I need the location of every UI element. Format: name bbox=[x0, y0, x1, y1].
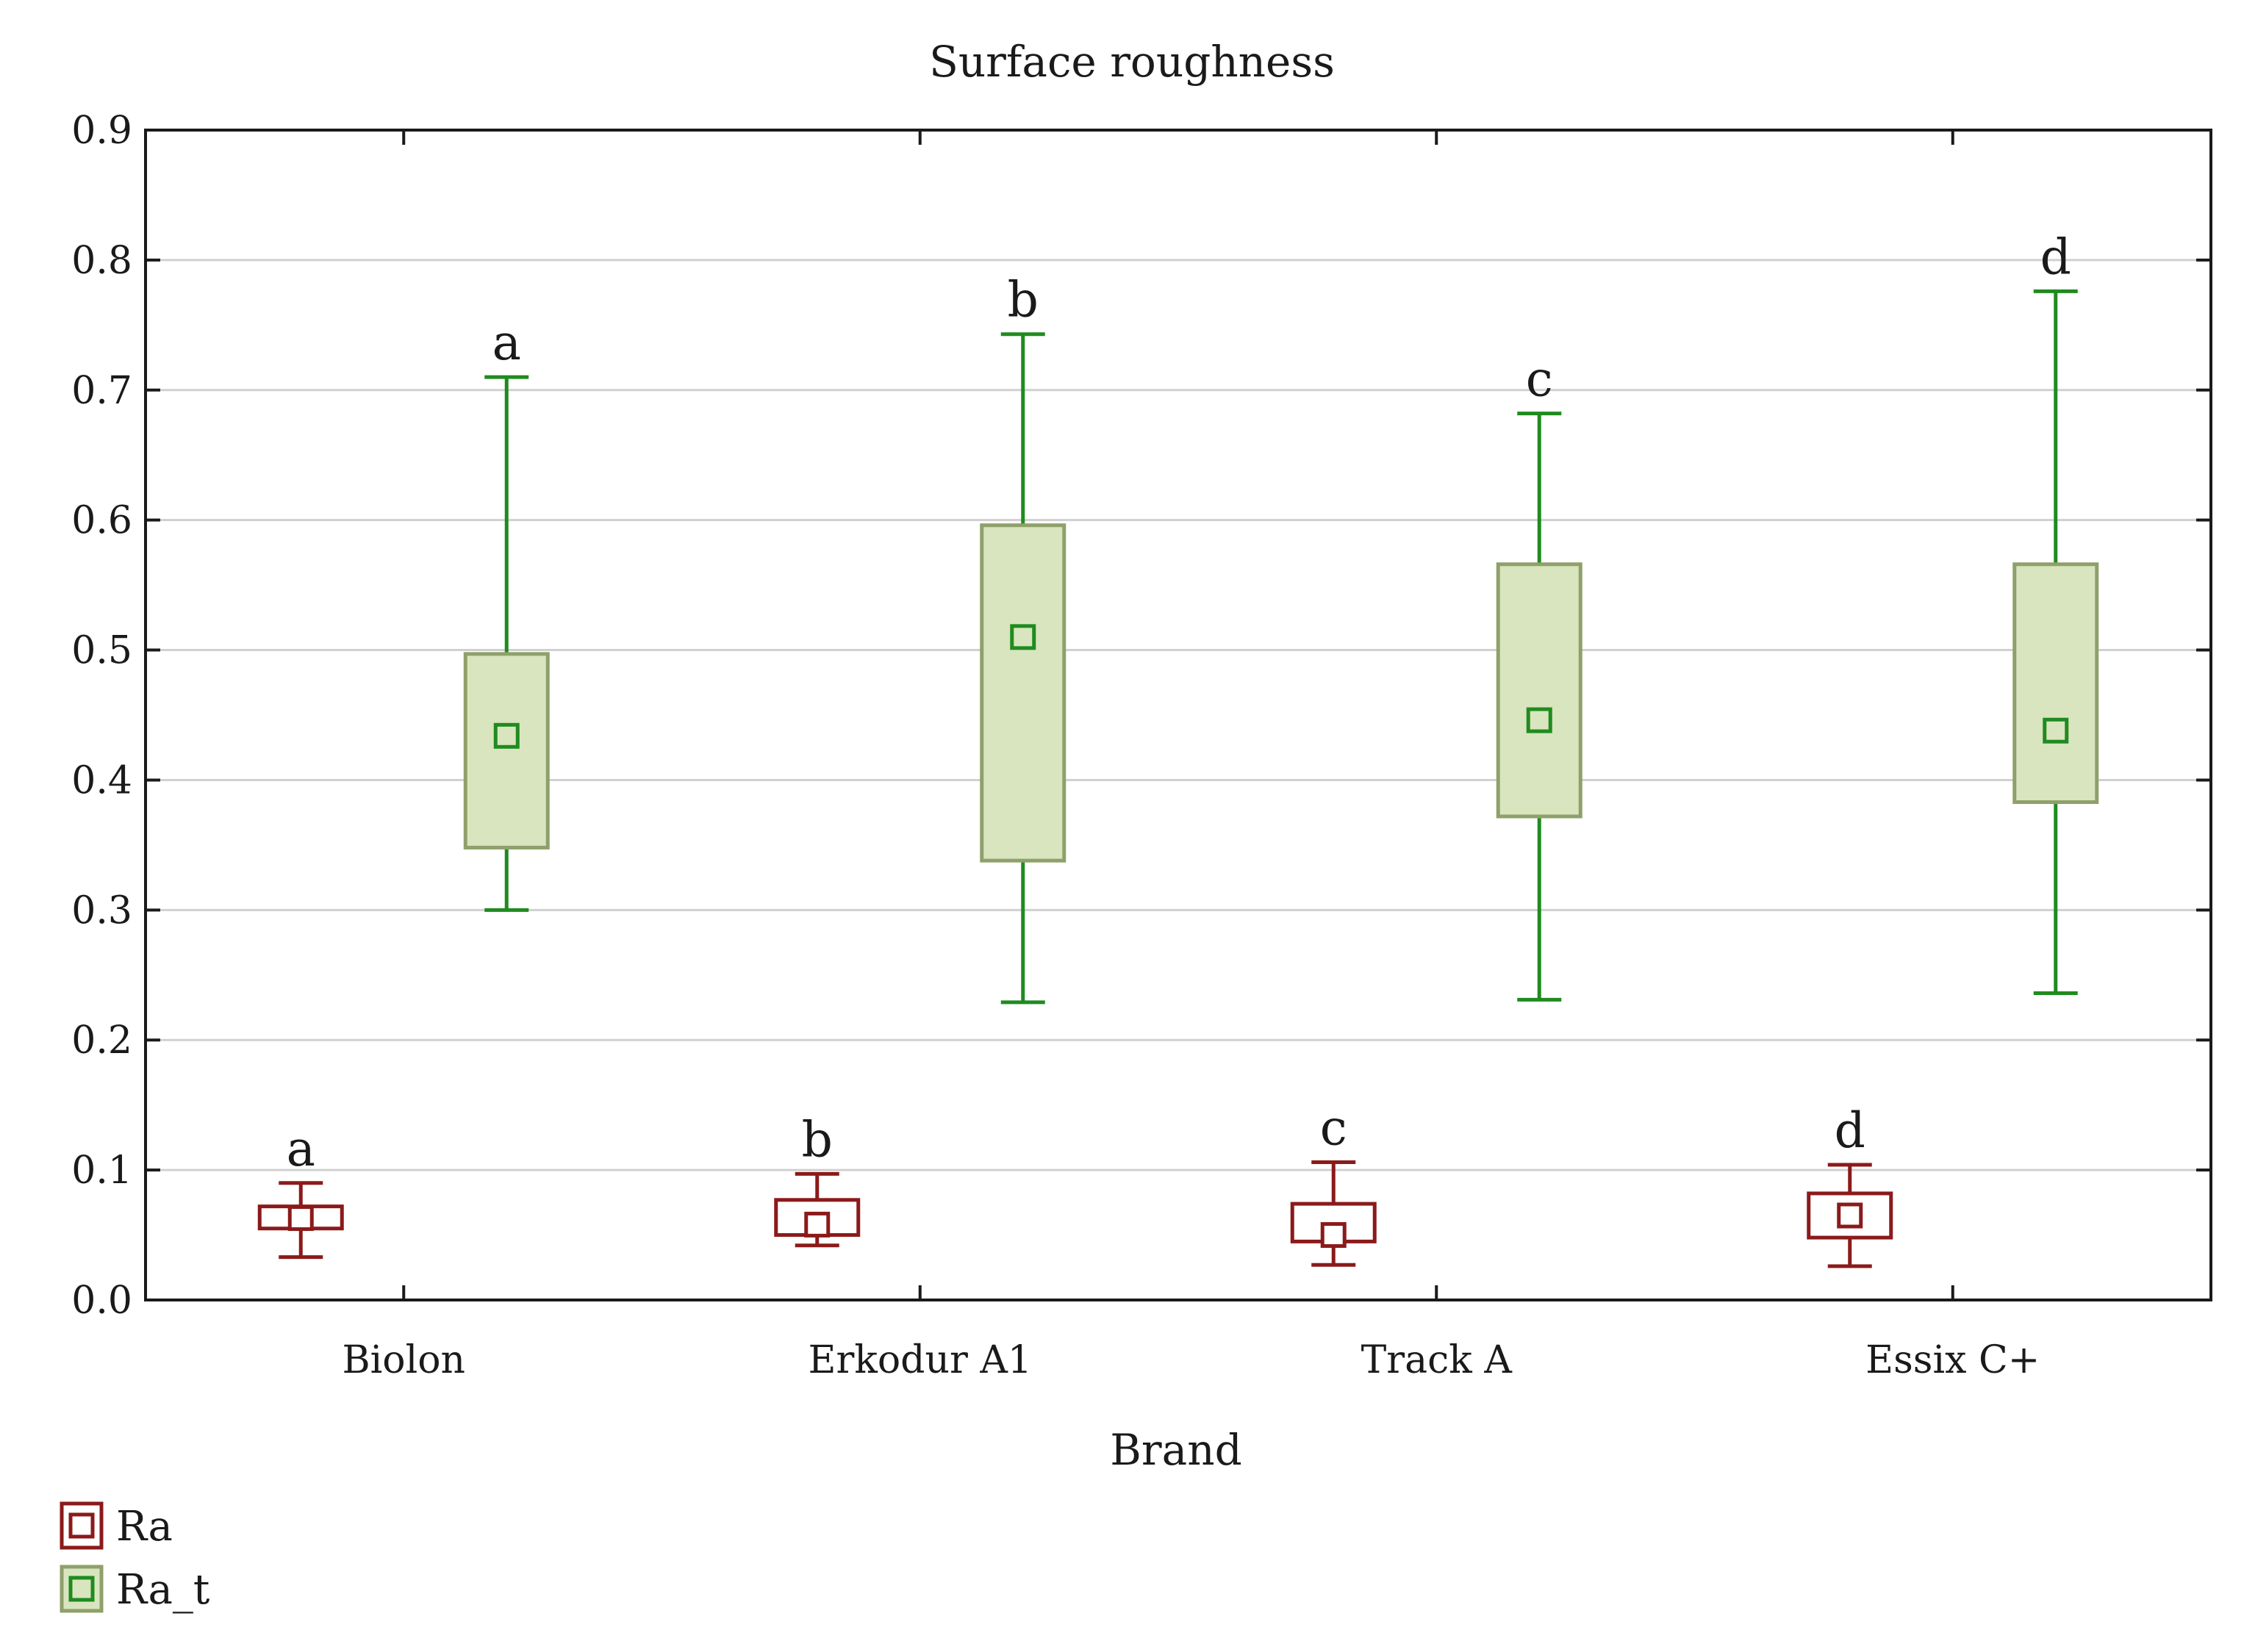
median-marker bbox=[1010, 624, 1036, 650]
median-marker bbox=[493, 722, 520, 749]
gridlines bbox=[146, 259, 2211, 1171]
chart-title: Surface roughness bbox=[929, 37, 1335, 87]
x-tick-label: Erkodur A1 bbox=[809, 1338, 1032, 1382]
plot-frame bbox=[144, 129, 2212, 1301]
y-tick-label: 0.5 bbox=[71, 629, 132, 673]
significance-letter: d bbox=[1835, 1102, 1865, 1159]
y-tick-label: 0.1 bbox=[71, 1149, 132, 1193]
y-tick-label: 0.3 bbox=[71, 888, 132, 933]
x-tick-label: Essix C+ bbox=[1865, 1338, 2040, 1382]
significance-letter: b bbox=[802, 1111, 833, 1168]
median-marker bbox=[804, 1211, 831, 1238]
box-iqr bbox=[980, 523, 1067, 863]
box-iqr bbox=[1807, 1191, 1893, 1240]
median-marker bbox=[2043, 717, 2069, 744]
series-ra-t: a b c d bbox=[463, 229, 2099, 1005]
significance-letter: a bbox=[287, 1121, 315, 1177]
y-tick-label: 0.2 bbox=[71, 1019, 132, 1063]
x-axis-label: Brand bbox=[1110, 1425, 1241, 1475]
legend: Ra Ra_t bbox=[60, 1501, 210, 1614]
median-marker bbox=[1526, 707, 1552, 733]
significance-letter: c bbox=[1526, 351, 1553, 408]
median-marker bbox=[287, 1205, 314, 1232]
y-tick-label: 0.6 bbox=[71, 499, 132, 543]
legend-marker bbox=[68, 1576, 95, 1602]
box-plots: a b c d a b c d bbox=[257, 229, 2099, 1268]
significance-letter: b bbox=[1008, 272, 1039, 328]
series-ra: a b c d bbox=[257, 1099, 1893, 1268]
box-iqr bbox=[463, 652, 550, 850]
box-iqr bbox=[2012, 562, 2099, 805]
legend-label: Ra bbox=[116, 1503, 173, 1551]
y-tick-label: 0.9 bbox=[71, 109, 132, 153]
y-tick-label: 0.8 bbox=[71, 239, 132, 283]
legend-item-ra-t: Ra_t bbox=[60, 1565, 210, 1614]
legend-item-ra: Ra bbox=[60, 1501, 173, 1551]
y-tick-label: 0.7 bbox=[71, 369, 132, 413]
x-tick-label: Biolon bbox=[342, 1338, 465, 1382]
significance-letter: a bbox=[492, 315, 521, 371]
y-tick-label: 0.4 bbox=[71, 758, 132, 802]
significance-letter: c bbox=[1320, 1099, 1347, 1156]
x-tick-label: Track A bbox=[1361, 1338, 1513, 1382]
axes: 0.0 0.1 0.2 0.3 0.4 0.5 0.6 0.7 0.8 0.9 Biolon Erko… bbox=[71, 109, 2211, 1382]
box-iqr bbox=[1496, 562, 1582, 819]
median-marker bbox=[1320, 1222, 1347, 1249]
median-marker bbox=[1837, 1202, 1863, 1229]
legend-label: Ra_t bbox=[116, 1566, 210, 1614]
significance-letter: d bbox=[2040, 229, 2071, 285]
legend-marker bbox=[68, 1512, 95, 1539]
y-tick-label: 0.0 bbox=[71, 1279, 132, 1323]
